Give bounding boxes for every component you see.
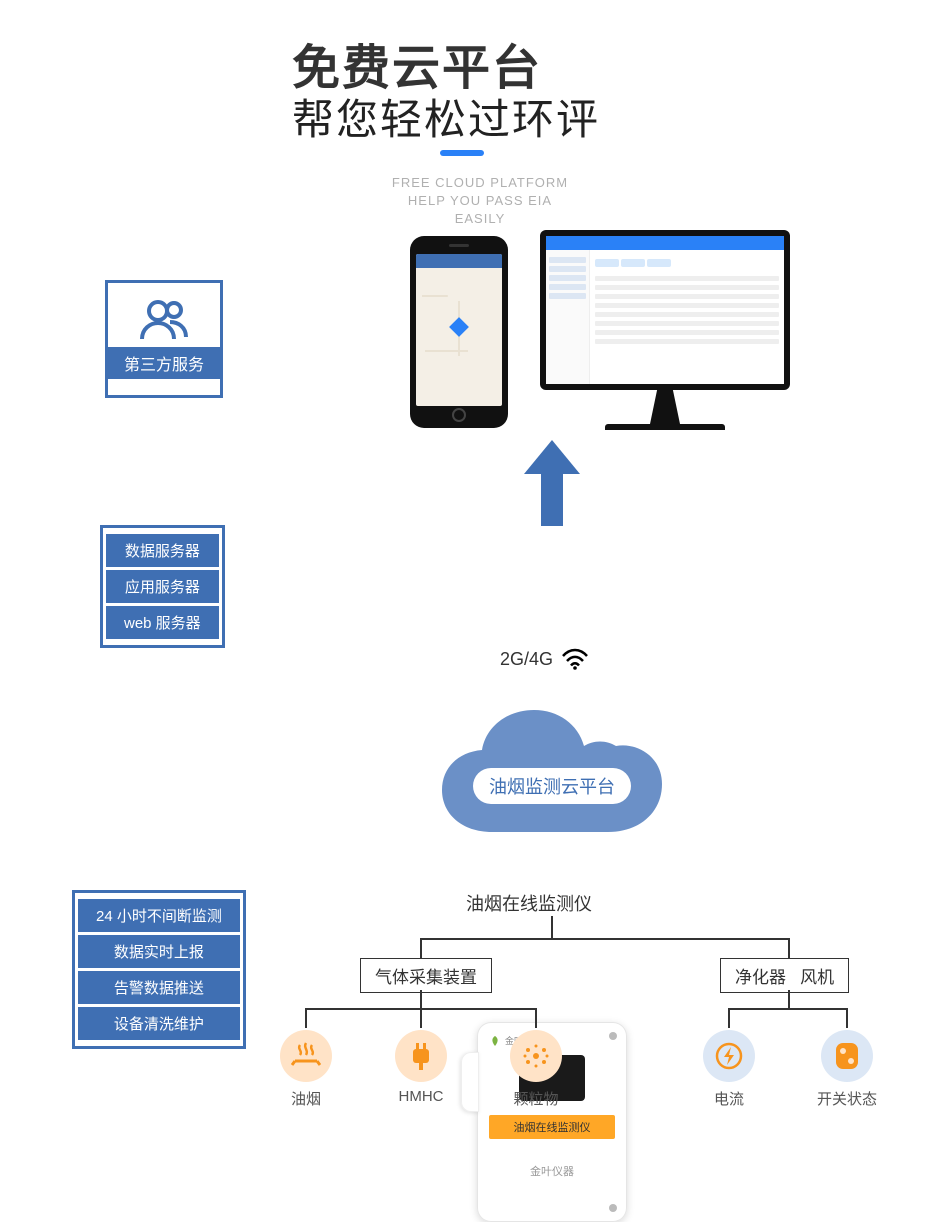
pill-feat-2: 告警数据推送 (78, 971, 240, 1004)
tree-left-drop (420, 938, 422, 958)
leaf-switch-label: 开关状态 (816, 1088, 878, 1109)
device-brand: 金叶仪器 (489, 1163, 615, 1179)
feature-list: 24 小时不间断监测 数据实时上报 告警数据推送 设备清洗维护 (72, 890, 246, 1049)
device-band: 油烟在线监测仪 (489, 1115, 615, 1139)
subtitle-line1: FREE CLOUD PLATFORM (385, 174, 575, 192)
leaf-oil-smoke: 油烟 (279, 1030, 333, 1109)
leaf-particles-label: 颗粒物 (509, 1088, 563, 1109)
network-text: 2G/4G (500, 649, 553, 670)
leaf-hmhc-label: HMHC (394, 1088, 448, 1105)
conn-right-bar (728, 1008, 848, 1010)
upload-arrow-icon (524, 440, 580, 526)
third-party-label: 第三方服务 (108, 347, 220, 379)
node-purifier-fan: 净化器 风机 (720, 958, 849, 993)
switch-icon (821, 1030, 873, 1082)
desktop-monitor (540, 230, 790, 430)
conn-left-1 (420, 1008, 422, 1028)
users-icon (138, 299, 190, 341)
leaf-switch: 开关状态 (816, 1030, 878, 1109)
node-fan-label: 风机 (800, 968, 834, 987)
pill-data-server: 数据服务器 (106, 534, 219, 567)
conn-right-1 (846, 1008, 848, 1028)
pill-feat-0: 24 小时不间断监测 (78, 899, 240, 932)
pill-web-server: web 服务器 (106, 606, 219, 639)
device-caption: 油烟在线监测仪 (466, 890, 592, 916)
tree-root-stem (551, 916, 553, 938)
tree-right-drop (788, 938, 790, 958)
third-party-card: 第三方服务 (105, 280, 223, 398)
network-label: 2G/4G (500, 648, 589, 670)
pill-feat-3: 设备清洗维护 (78, 1007, 240, 1040)
leaf-current: 电流 (702, 1030, 756, 1109)
node-purifier-label: 净化器 (735, 968, 786, 987)
leaf-oil-smoke-label: 油烟 (279, 1088, 333, 1109)
pill-feat-1: 数据实时上报 (78, 935, 240, 968)
conn-left-stem (420, 990, 422, 1008)
conn-left-0 (305, 1008, 307, 1028)
conn-left-2 (535, 1008, 537, 1028)
leaf-logo-icon (489, 1035, 501, 1047)
accent-bar (440, 150, 484, 156)
leaf-hmhc: HMHC (394, 1030, 448, 1105)
pill-app-server: 应用服务器 (106, 570, 219, 603)
cloud: 油烟监测云平台 (422, 702, 682, 852)
leaf-current-label: 电流 (702, 1088, 756, 1109)
mobile-device (410, 236, 508, 428)
subtitle-line2: HELP YOU PASS EIA EASILY (385, 192, 575, 228)
subtitle: FREE CLOUD PLATFORM HELP YOU PASS EIA EA… (385, 174, 575, 229)
vapor-icon (280, 1030, 332, 1082)
conn-right-0 (728, 1008, 730, 1028)
conn-right-stem (788, 990, 790, 1008)
bolt-icon (703, 1030, 755, 1082)
node-gas-collector: 气体采集装置 (360, 958, 492, 993)
headline-light: 帮您轻松过环评 (292, 86, 600, 147)
server-list: 数据服务器 应用服务器 web 服务器 (100, 525, 225, 648)
leaf-particles: 颗粒物 (509, 1030, 563, 1109)
cloud-label: 油烟监测云平台 (473, 768, 631, 804)
plug-icon (395, 1030, 447, 1082)
wifi-icon (561, 648, 589, 670)
tree-root-bar (420, 938, 790, 940)
particles-icon (510, 1030, 562, 1082)
